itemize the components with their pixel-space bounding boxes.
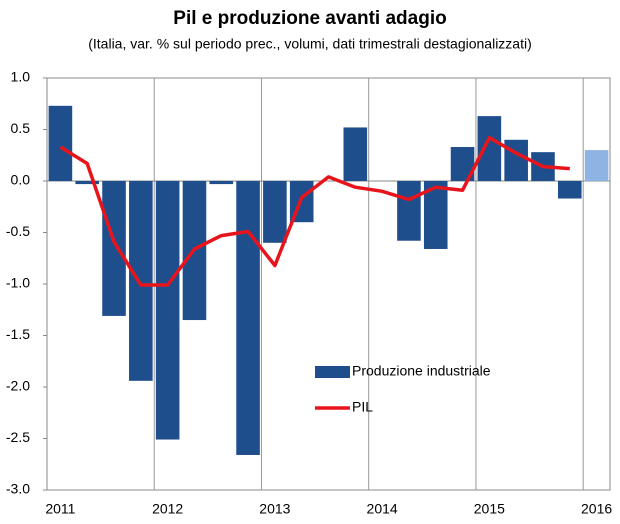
x-tick-label: 2012 [152, 501, 183, 517]
bar [75, 181, 100, 185]
bar [155, 181, 180, 440]
bar [236, 181, 260, 455]
bar [263, 181, 287, 243]
bar [450, 147, 475, 181]
legend-label: Produzione industriale [352, 363, 491, 379]
x-tick-label: 2011 [45, 501, 75, 517]
bar [584, 150, 609, 181]
chart-title: Pil e produzione avanti adagio [173, 8, 446, 29]
y-tick-label: -1.0 [6, 275, 30, 291]
y-tick-label: -2.0 [6, 378, 30, 394]
y-tick-label: 1.0 [11, 69, 31, 85]
bar [557, 181, 582, 199]
y-tick-label: 0.5 [11, 120, 31, 136]
x-tick-label: 2015 [474, 501, 505, 517]
y-tick-label: -2.5 [6, 429, 30, 445]
x-tick-label: 2013 [259, 501, 290, 517]
x-tick-label: 2014 [367, 501, 398, 517]
bar [504, 139, 528, 181]
legend-swatch [315, 366, 350, 378]
bar [397, 181, 421, 241]
y-tick-label: -0.5 [6, 223, 30, 239]
y-tick-label: -3.0 [6, 481, 30, 497]
x-tick-label: 2016 [581, 501, 612, 517]
bar [477, 116, 502, 181]
y-tick-label: -1.5 [6, 326, 30, 342]
bar [102, 181, 126, 316]
legend-label: PIL [352, 399, 373, 415]
bar [209, 181, 234, 185]
line [59, 135, 570, 287]
bar [48, 105, 73, 181]
bar [129, 181, 153, 381]
y-tick-label: 0.0 [11, 172, 31, 188]
chart-subtitle: (Italia, var. % sul periodo prec., volum… [88, 36, 532, 52]
bar [423, 181, 448, 249]
bar [343, 127, 368, 181]
